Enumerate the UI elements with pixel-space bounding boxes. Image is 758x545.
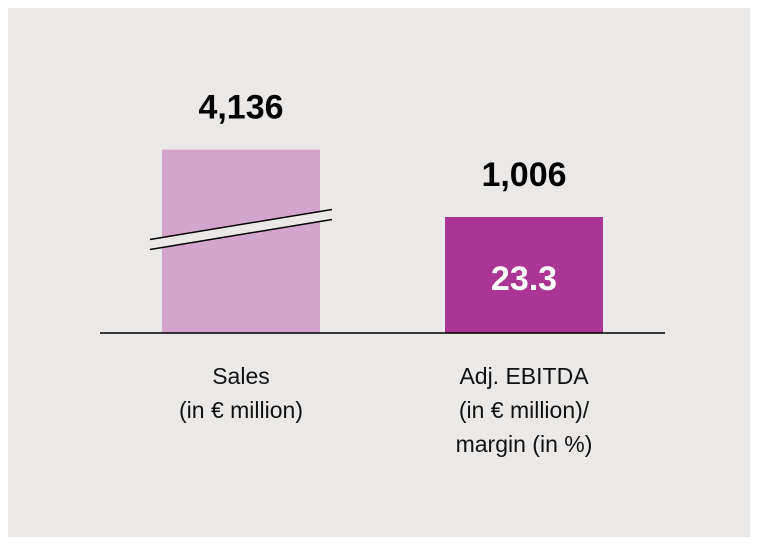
axis-break-line: [149, 208, 333, 241]
category-label: Adj. EBITDA: [459, 363, 589, 389]
value-label: 1,006: [481, 156, 566, 194]
value-label: 4,136: [198, 89, 283, 127]
background: [8, 8, 750, 537]
category-label: margin (in %): [456, 431, 593, 457]
category-label: Sales: [212, 363, 270, 389]
margin-label: 23.3: [491, 260, 557, 298]
category-label: (in € million)/: [459, 397, 590, 423]
axis-break: [150, 209, 332, 250]
bar: [445, 217, 603, 333]
category-label: (in € million): [179, 397, 303, 423]
axis-break-line: [149, 218, 333, 251]
